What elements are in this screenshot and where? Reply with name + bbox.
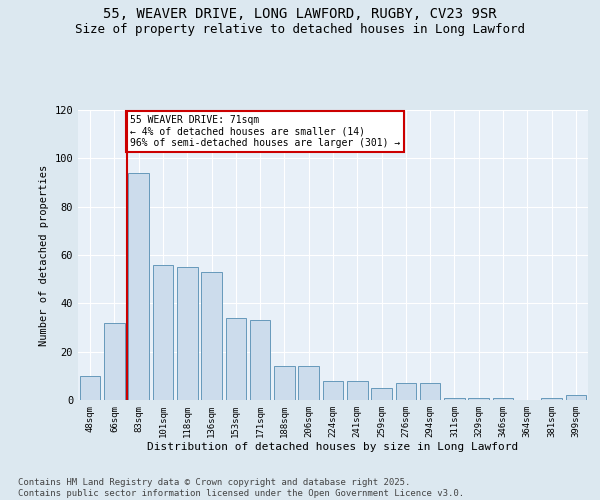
- Bar: [444, 398, 465, 400]
- Text: 55 WEAVER DRIVE: 71sqm
← 4% of detached houses are smaller (14)
96% of semi-deta: 55 WEAVER DRIVE: 71sqm ← 4% of detached …: [130, 115, 400, 148]
- Bar: [274, 366, 295, 400]
- Y-axis label: Number of detached properties: Number of detached properties: [39, 164, 49, 346]
- Bar: [371, 388, 392, 400]
- Bar: [347, 380, 368, 400]
- Bar: [80, 376, 100, 400]
- Bar: [177, 267, 197, 400]
- Bar: [493, 398, 514, 400]
- Bar: [104, 322, 125, 400]
- Text: Contains HM Land Registry data © Crown copyright and database right 2025.
Contai: Contains HM Land Registry data © Crown c…: [18, 478, 464, 498]
- Bar: [250, 320, 271, 400]
- Bar: [541, 398, 562, 400]
- Bar: [323, 380, 343, 400]
- Text: Size of property relative to detached houses in Long Lawford: Size of property relative to detached ho…: [75, 22, 525, 36]
- Bar: [420, 383, 440, 400]
- Bar: [128, 173, 149, 400]
- Bar: [469, 398, 489, 400]
- Text: 55, WEAVER DRIVE, LONG LAWFORD, RUGBY, CV23 9SR: 55, WEAVER DRIVE, LONG LAWFORD, RUGBY, C…: [103, 8, 497, 22]
- Bar: [298, 366, 319, 400]
- Bar: [395, 383, 416, 400]
- Text: Distribution of detached houses by size in Long Lawford: Distribution of detached houses by size …: [148, 442, 518, 452]
- Bar: [226, 318, 246, 400]
- Bar: [566, 395, 586, 400]
- Bar: [201, 272, 222, 400]
- Bar: [152, 264, 173, 400]
